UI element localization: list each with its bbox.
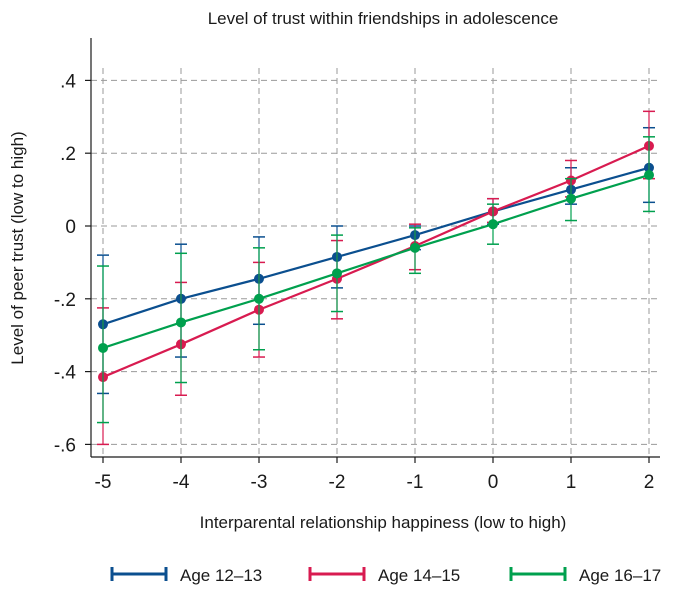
data-point xyxy=(566,193,576,204)
series-3 xyxy=(97,136,655,424)
legend-label: Age 16–17 xyxy=(579,566,661,585)
data-point xyxy=(254,293,264,304)
data-point xyxy=(176,317,186,328)
legend-item-1: Age 12–13 xyxy=(110,566,262,585)
x-tick-label: 0 xyxy=(488,472,499,493)
data-point xyxy=(98,342,108,353)
grid-lines xyxy=(91,68,660,457)
x-tick-labels: -5 -4 -3 -2 -1 0 1 2 xyxy=(95,472,655,493)
y-tick-label: -.2 xyxy=(54,290,76,311)
y-tick-label: .4 xyxy=(60,71,76,92)
series-line xyxy=(102,166,650,326)
x-tick-label: -3 xyxy=(251,472,268,493)
data-point xyxy=(488,219,498,230)
chart-title: Level of trust within friendships in ado… xyxy=(208,9,559,28)
y-tick-label: 0 xyxy=(65,217,76,238)
x-tick-label: 1 xyxy=(566,472,577,493)
x-tick-label: -4 xyxy=(173,472,190,493)
axes xyxy=(85,38,660,463)
y-axis-label: Level of peer trust (low to high) xyxy=(8,131,27,364)
legend-label: Age 14–15 xyxy=(378,566,460,585)
series-line xyxy=(102,144,650,379)
x-tick-label: -5 xyxy=(95,472,112,493)
legend-label: Age 12–13 xyxy=(180,566,262,585)
y-tick-label: -.4 xyxy=(54,363,77,384)
data-point xyxy=(410,242,420,253)
data-point xyxy=(644,170,654,181)
x-axis-label: Interparental relationship happiness (lo… xyxy=(200,513,567,532)
x-tick-label: 2 xyxy=(644,472,655,493)
legend: Age 12–13 Age 14–15 Age 16–17 xyxy=(110,566,661,585)
y-tick-label: .2 xyxy=(60,144,76,165)
data-point xyxy=(332,268,342,279)
legend-item-3: Age 16–17 xyxy=(509,566,661,585)
series-line xyxy=(102,173,650,349)
x-tick-label: -1 xyxy=(407,472,424,493)
legend-item-2: Age 14–15 xyxy=(308,566,460,585)
series-layer xyxy=(97,110,655,446)
y-tick-labels: .4 .2 0 -.2 -.4 -.6 xyxy=(54,71,77,456)
x-tick-label: -2 xyxy=(329,472,346,493)
y-tick-label: -.6 xyxy=(54,435,76,456)
